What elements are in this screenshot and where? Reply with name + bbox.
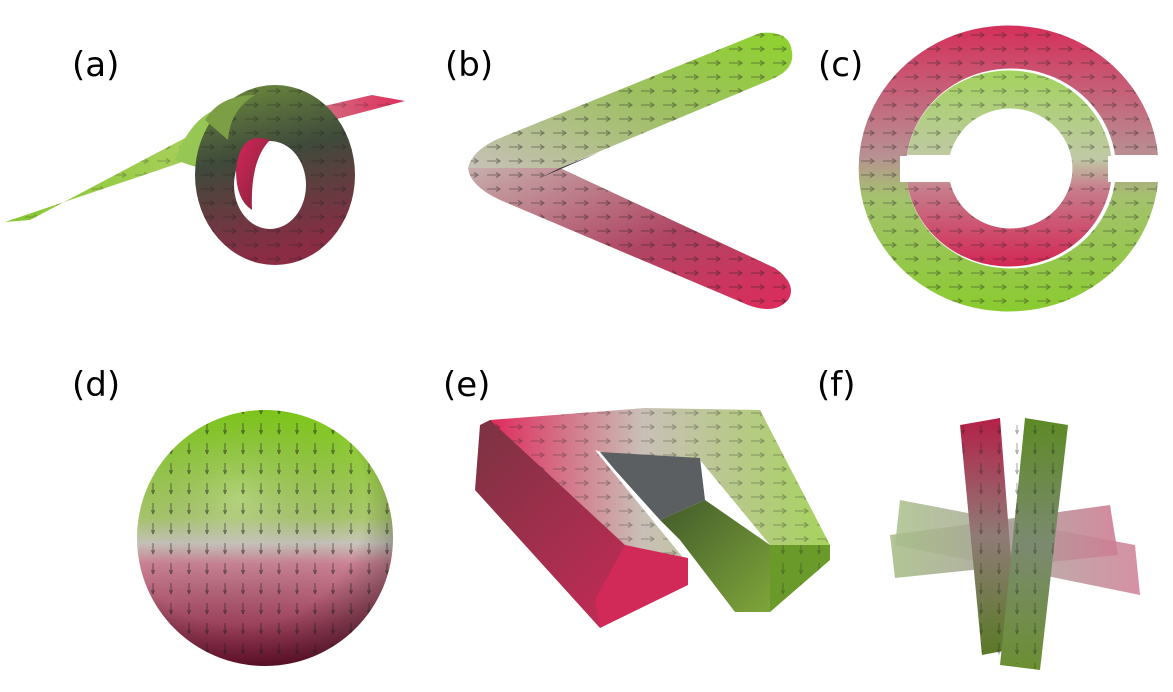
panel-c: (c) — [818, 25, 1163, 312]
crossing-bars — [890, 418, 1140, 670]
inner-ring — [907, 70, 1113, 267]
u-shaped-block — [475, 408, 830, 628]
torus-loop — [195, 85, 355, 265]
panel-b: (b) — [445, 32, 793, 309]
panel-a: (a) — [5, 45, 405, 265]
sphere — [137, 410, 393, 666]
panel-e: (e) — [443, 365, 830, 628]
panel-f: (f) — [817, 365, 1140, 670]
panel-label-b: (b) — [445, 45, 493, 85]
panel-label-a: (a) — [72, 45, 119, 85]
panel-label-f: (f) — [817, 365, 856, 405]
panel-label-c: (c) — [818, 45, 863, 85]
panel-d: (d) — [72, 365, 393, 666]
panel-label-d: (d) — [72, 365, 120, 405]
panel-label-e: (e) — [443, 365, 490, 405]
outer-ring — [858, 25, 1158, 312]
